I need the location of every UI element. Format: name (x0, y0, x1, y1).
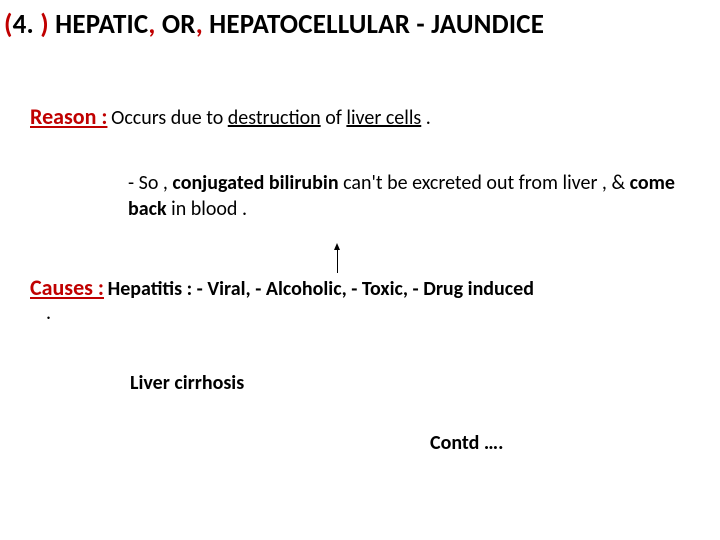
reason-destruction: destruction (228, 106, 321, 130)
so-dash: - So , (128, 171, 172, 195)
so-mid: can't be excreted out from liver , & (339, 171, 630, 195)
title-comma2: , (196, 8, 203, 41)
title-t3: HEPATOCELLULAR - JAUNDICE (203, 8, 544, 41)
cirrhosis-text: Liver cirrhosis (0, 371, 720, 395)
arrow-up-icon (337, 243, 338, 273)
slide: (4. ) HEPATIC, OR, HEPATOCELLULAR - JAUN… (0, 0, 720, 540)
title-num: 4. (13, 8, 41, 41)
title-comma1: , (148, 8, 155, 41)
reason-pre: Occurs due to (111, 106, 228, 130)
reason-row: Reason : Occurs due to destruction of li… (0, 103, 720, 130)
causes-dot: . (0, 301, 720, 325)
slide-title: (4. ) HEPATIC, OR, HEPATOCELLULAR - JAUN… (0, 8, 720, 41)
title-t2: OR (156, 8, 196, 41)
reason-liver: liver cells (346, 106, 421, 130)
title-close-paren: ) (40, 8, 49, 41)
causes-text: Hepatitis : - Viral, - Alcoholic, - Toxi… (108, 277, 534, 301)
reason-label: Reason : (30, 103, 107, 130)
reason-post: . (421, 106, 431, 130)
so-conj: conjugated bilirubin (172, 171, 338, 195)
so-row: - So , conjugated bilirubin can't be exc… (0, 170, 720, 222)
reason-mid: of (321, 106, 347, 130)
title-open-paren: ( (4, 8, 13, 41)
causes-row: Causes : Hepatitis : - Viral, - Alcoholi… (0, 274, 720, 301)
contd-text: Contd …. (0, 431, 720, 455)
title-t1: HEPATIC (55, 8, 148, 41)
so-post: in blood . (167, 197, 247, 221)
causes-label: Causes : (30, 274, 104, 301)
